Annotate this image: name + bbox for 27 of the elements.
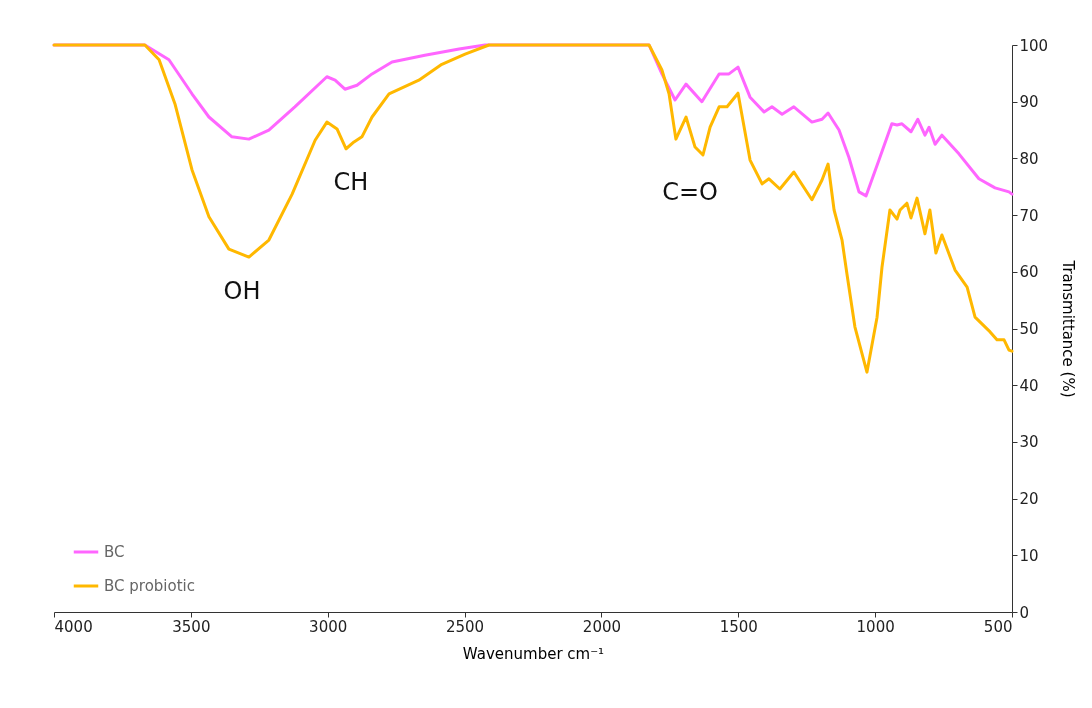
x-tick-label: 2500 <box>445 617 485 636</box>
y-tick-label: 20 <box>1019 490 1039 509</box>
y-tick-label: 10 <box>1019 546 1039 565</box>
line-series <box>52 43 1014 374</box>
annotation: C=O <box>662 178 718 206</box>
y-tick-label: 90 <box>1019 93 1039 112</box>
x-tick-label: 1000 <box>856 617 895 636</box>
legend-label: BC <box>104 543 125 561</box>
legend-label: BC probiotic <box>104 577 195 595</box>
x-tick-label: 3500 <box>172 617 211 636</box>
x-tick-label: 2000 <box>582 617 622 636</box>
x-axis-title: Wavenumber cm⁻¹ <box>462 644 605 663</box>
y-tick-label: 80 <box>1019 149 1039 168</box>
y-tick-label: 50 <box>1019 320 1039 338</box>
y-tick-label: 60 <box>1019 263 1039 282</box>
annotation: CH <box>333 168 369 196</box>
x-tick-label: 500 <box>983 617 1013 636</box>
x-tick-label: 3000 <box>309 617 348 636</box>
x-tick-label: 1500 <box>719 617 758 636</box>
y-tick-label: 40 <box>1019 376 1039 395</box>
annotation: OH <box>223 277 261 305</box>
y-tick-label: 0 <box>1019 603 1030 622</box>
y-tick-label: 30 <box>1019 433 1039 452</box>
y-tick-label: 100 <box>1019 36 1049 55</box>
y-tick-label: 70 <box>1019 206 1039 225</box>
y-axis-title: Transmittance (%) <box>1059 259 1078 398</box>
x-tick-label: 4000 <box>54 617 93 636</box>
